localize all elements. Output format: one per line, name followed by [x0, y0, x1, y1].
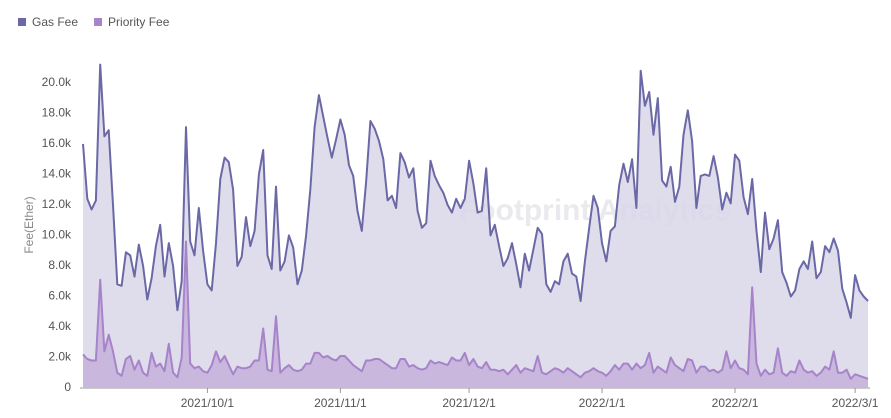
- x-tick-label: 2021/11/1: [314, 396, 367, 410]
- y-tick-label: 0: [64, 380, 71, 394]
- y-axis-label: Fee(Ether): [22, 196, 36, 253]
- legend-swatch: [18, 18, 26, 26]
- y-tick-label: 2.0k: [48, 350, 72, 364]
- area-fill: [83, 64, 868, 388]
- y-tick-label: 10.0k: [42, 228, 72, 242]
- y-tick-label: 12.0k: [42, 197, 72, 211]
- y-tick-label: 16.0k: [42, 136, 72, 150]
- x-tick-label: 2022/3/1: [832, 396, 879, 410]
- legend-label: Priority Fee: [108, 15, 170, 29]
- y-tick-label: 18.0k: [42, 106, 72, 120]
- x-tick-label: 2022/2/1: [712, 396, 759, 410]
- legend-swatch: [94, 18, 103, 26]
- x-tick-label: 2021/12/1: [442, 396, 496, 410]
- y-tick-label: 14.0k: [42, 167, 72, 181]
- x-tick-label: 2021/10/1: [181, 396, 235, 410]
- x-tick-label: 2022/1/1: [579, 396, 626, 410]
- y-tick-label: 6.0k: [48, 289, 72, 303]
- y-tick-label: 4.0k: [48, 319, 72, 333]
- series-line: [82, 63, 869, 319]
- y-tick-label: 8.0k: [48, 258, 72, 272]
- series-line: [82, 240, 869, 380]
- y-tick-label: 20.0k: [42, 75, 72, 89]
- legend-label: Gas Fee: [32, 15, 78, 29]
